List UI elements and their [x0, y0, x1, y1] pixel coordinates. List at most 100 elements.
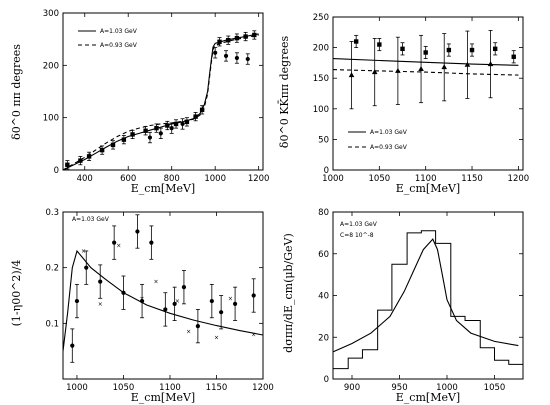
y-axis-label: δ0^0 ππ degrees [10, 44, 23, 140]
panel-bl: 1000 1050 1100 1150 1200 0.1 0.2 0.3 E_cm[MeV] (1… [10, 208, 274, 404]
data-point-dot [163, 307, 168, 312]
x-tick-label: 400 [77, 174, 93, 184]
data-point-square [423, 50, 428, 55]
y-tick-label: 0.2 [45, 264, 59, 274]
data-point-cross: × [228, 295, 233, 302]
panel-tr: 1000 1050 1100 1150 1200 0 50 100 150 200 250 E_cm[… [278, 13, 529, 195]
data-point-square [492, 46, 498, 52]
x-tick-label: 600 [120, 174, 136, 184]
y-tick-label: 80 [318, 208, 329, 218]
data-point-dot [84, 265, 89, 270]
data-point-square [226, 38, 231, 43]
data-point-dot [169, 126, 174, 131]
data-point-dot [232, 301, 238, 306]
data-point-triangle [348, 72, 355, 78]
data-point-cross: × [81, 248, 86, 255]
y-axis-label: δ0^0 KK̄ππ degrees [278, 36, 291, 149]
y-tick-label: 0 [324, 166, 329, 176]
annotation: A=0.93 GeV [100, 42, 138, 49]
x-tick-label: 1000 [436, 383, 458, 393]
data-point-cross: × [98, 301, 103, 308]
x-tick-label: 1000 [204, 174, 226, 184]
y-axis-label: dσππ/dE_cm(μb/GeV) [282, 233, 295, 353]
x-tick-label: 1050 [369, 174, 391, 184]
series-line [332, 58, 519, 66]
annotation: A=1.03 GeV [340, 221, 378, 228]
data-point-triangle [418, 66, 424, 72]
series-line [62, 249, 264, 352]
y-tick-label: 150 [313, 74, 329, 84]
data-point-square [78, 158, 83, 163]
x-tick-label: 1100 [415, 174, 437, 184]
data-point-square [511, 54, 516, 59]
data-point-dot [209, 298, 214, 304]
panel-br: 900 950 1000 1050 0 20 40 60 80 E_cm[MeV] dσππ/dE_… [282, 208, 524, 404]
data-point-triangle [371, 69, 378, 75]
plot-frame [62, 12, 264, 171]
data-point-cross: × [175, 298, 180, 305]
data-point-square [252, 32, 257, 38]
data-point-square [243, 34, 248, 39]
data-point-square [217, 39, 222, 44]
data-point-dot [251, 293, 256, 298]
data-point-square [234, 35, 240, 41]
y-tick-label: 200 [43, 61, 59, 71]
data-point-square [377, 42, 382, 47]
histogram [332, 230, 523, 379]
y-tick-label: 0 [54, 166, 59, 176]
y-tick-label: 100 [313, 105, 329, 115]
data-point-dot [219, 310, 224, 315]
data-point-dot [245, 56, 250, 62]
y-tick-label: 250 [313, 13, 329, 23]
data-point-dot [181, 285, 187, 290]
data-point-square [154, 125, 159, 131]
x-tick-label: 1150 [206, 383, 228, 393]
series-line [62, 33, 259, 171]
x-axis-label: E_cm[MeV] [396, 182, 460, 195]
annotation: C=8 10^-8 [340, 232, 374, 239]
data-point-dot [213, 50, 218, 55]
x-tick-label: 1200 [508, 174, 530, 184]
data-point-cross: × [140, 295, 145, 302]
data-point-cross: × [186, 329, 191, 336]
x-tick-label: 1050 [113, 383, 135, 393]
x-tick-label: 900 [344, 383, 360, 393]
x-axis-label: E_cm[MeV] [396, 391, 460, 404]
data-point-square [353, 39, 359, 44]
series-line [332, 69, 519, 76]
data-point-square [86, 154, 92, 159]
plot-frame [62, 211, 264, 380]
data-point-cross: × [116, 242, 121, 249]
x-tick-label: 1050 [484, 383, 506, 393]
data-point-dot [180, 121, 185, 127]
data-point-square [469, 47, 475, 53]
data-point-square [99, 147, 105, 153]
x-tick-label: 1200 [248, 174, 270, 184]
data-point-triangle [395, 67, 401, 73]
annotation: A=1.03 GeV [370, 129, 408, 136]
y-tick-label: 100 [43, 114, 59, 124]
x-tick-label: 1200 [252, 383, 274, 393]
x-tick-label: 1100 [159, 383, 181, 393]
data-point-dot [135, 229, 140, 234]
data-point-square [110, 142, 116, 148]
data-point-square [165, 123, 170, 128]
series-line [332, 238, 519, 353]
data-point-square [199, 107, 205, 113]
data-point-cross: × [251, 331, 256, 338]
y-tick-label: 50 [318, 135, 329, 145]
plot-frame [332, 16, 524, 171]
data-point-dot [98, 279, 103, 284]
x-tick-label: 950 [391, 383, 407, 393]
y-tick-label: 60 [318, 250, 329, 260]
data-point-dot [149, 240, 154, 245]
annotation: A=1.03 GeV [72, 216, 110, 223]
data-point-dot [70, 343, 75, 348]
data-point-square [184, 119, 190, 125]
x-axis-label: E_cm[MeV] [131, 391, 195, 404]
data-point-dot [223, 53, 229, 59]
data-point-dot [158, 131, 163, 136]
data-point-square [400, 46, 405, 52]
data-point-cross: × [154, 279, 159, 286]
y-tick-label: 0.3 [45, 208, 59, 218]
